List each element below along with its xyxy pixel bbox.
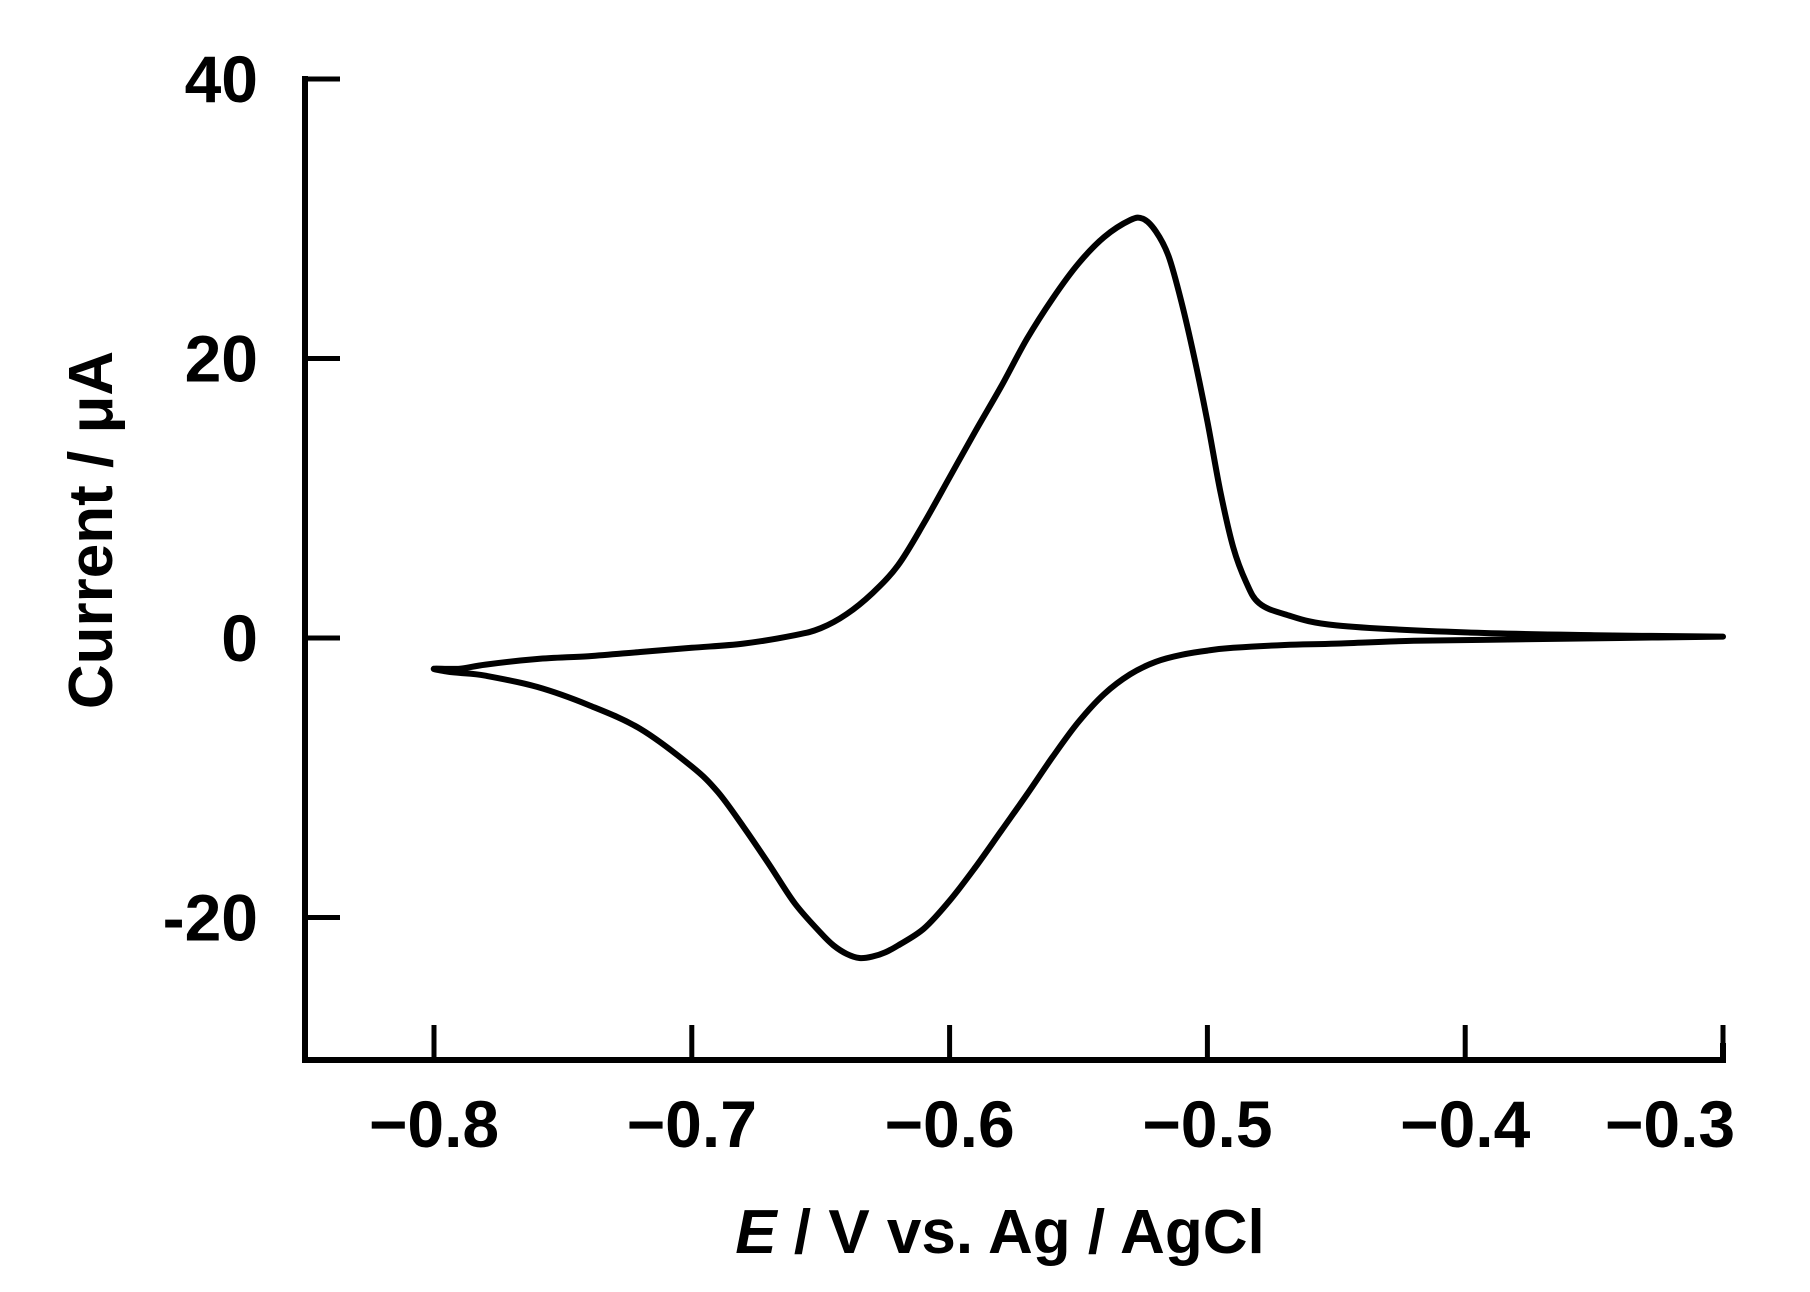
y-tick-label: 40 [185, 42, 258, 116]
x-axis-label-variable: E [735, 1198, 778, 1267]
cv-curve [430, 214, 1726, 962]
x-tick-label: −0.3 [1605, 1087, 1735, 1161]
x-tick-label: −0.8 [369, 1087, 499, 1161]
x-ticks: −0.8 −0.7 −0.6 −0.5 −0.4 −0.3 [369, 1025, 1735, 1161]
x-axis-label: E / V vs. Ag / AgCl [735, 1198, 1264, 1267]
y-tick-label: 0 [221, 601, 258, 675]
x-tick-label: −0.5 [1142, 1087, 1272, 1161]
x-tick-label: −0.6 [884, 1087, 1014, 1161]
y-tick-label: -20 [163, 881, 258, 955]
y-axis-label: Current / μA [57, 351, 126, 709]
series-layer [430, 214, 1726, 962]
x-tick-label: −0.4 [1400, 1087, 1531, 1161]
y-tick-label: 20 [185, 322, 258, 396]
axes-layer [302, 76, 1726, 1063]
axis-frame [302, 76, 1726, 1063]
y-ticks: -20 0 20 40 [163, 42, 340, 955]
x-axis-label-units: / V vs. Ag / AgCl [777, 1198, 1265, 1267]
x-tick-label: −0.7 [627, 1087, 757, 1161]
